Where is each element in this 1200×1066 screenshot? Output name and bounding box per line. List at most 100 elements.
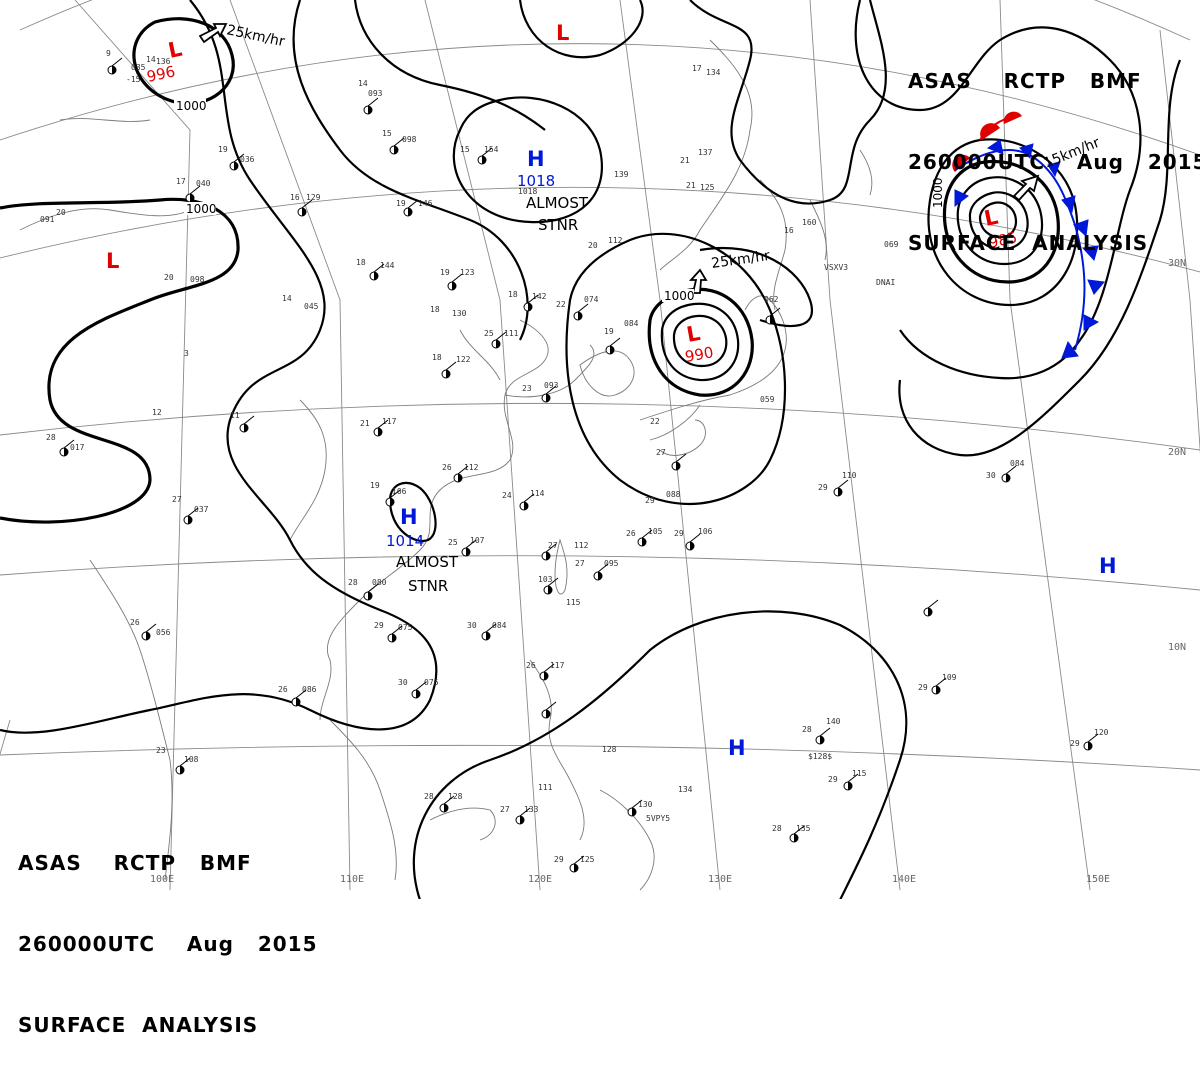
longitude-label: 140E xyxy=(892,874,916,885)
longitude-label: 150E xyxy=(1086,874,1110,885)
station-label: 19 xyxy=(440,268,450,277)
station-label: 146 xyxy=(418,199,433,208)
station-label: 15 xyxy=(382,129,392,138)
wind-barb xyxy=(391,625,403,635)
warm-front xyxy=(952,111,1022,172)
wind-barb xyxy=(597,563,609,573)
station-label: 14 xyxy=(146,55,156,64)
station-label: 114 xyxy=(530,489,545,498)
station-label: 086 xyxy=(302,685,317,694)
wind-barb xyxy=(465,539,477,549)
station-cloud-cover xyxy=(368,106,372,114)
station-label: 125 xyxy=(580,855,595,864)
station-label: 123 xyxy=(460,268,475,277)
isobar-labels: 1000 1000 1000 1000 xyxy=(174,99,945,303)
station-cloud-cover xyxy=(928,608,932,616)
station-cloud-cover xyxy=(416,690,420,698)
station-label: 056 xyxy=(156,628,171,637)
station-label: 112 xyxy=(574,541,589,550)
stationary-note: ALMOST xyxy=(526,194,589,212)
isobar xyxy=(854,0,1142,380)
station-label: 26 xyxy=(526,661,536,670)
warm-front-marker xyxy=(1003,111,1022,124)
station-label: 26 xyxy=(626,529,636,538)
station-cloud-cover xyxy=(408,208,412,216)
cold-front-marker xyxy=(1019,143,1034,160)
station-cloud-cover xyxy=(578,312,582,320)
station-label: 29 xyxy=(645,496,655,505)
station-label: 134 xyxy=(706,68,721,77)
longitude-label: 130E xyxy=(708,874,732,885)
parallel-30n xyxy=(0,186,1200,273)
isobar xyxy=(927,138,1079,307)
wind-barb xyxy=(573,855,585,865)
wind-barb xyxy=(545,701,557,711)
station-cloud-cover xyxy=(180,766,184,774)
station-label: 28 xyxy=(348,578,358,587)
station-label: VSXV3 xyxy=(824,263,848,272)
isobar-label: 1000 xyxy=(176,99,207,113)
wind-barb xyxy=(523,493,535,503)
station-cloud-cover xyxy=(848,782,852,790)
cold-front-marker xyxy=(986,139,1004,155)
meridian-100e xyxy=(74,0,191,891)
station-label: 29 xyxy=(818,483,828,492)
station-cloud-cover xyxy=(676,462,680,470)
station-label: 27 xyxy=(575,559,585,568)
station-cloud-cover xyxy=(544,672,548,680)
wind-barb xyxy=(1005,465,1017,475)
central-pressure-value: 985 xyxy=(987,228,1019,252)
station-label: 115 xyxy=(852,769,867,778)
low-pressure-center: L xyxy=(685,321,702,347)
station-cloud-cover xyxy=(642,538,646,546)
station-cloud-cover xyxy=(394,146,398,154)
wind-barb xyxy=(1087,733,1099,743)
station-cloud-cover xyxy=(610,346,614,354)
station-cloud-cover xyxy=(496,340,500,348)
low-pressure-center: L xyxy=(982,205,1000,231)
isobar xyxy=(689,0,887,205)
wind-barb xyxy=(837,479,849,489)
station-cloud-cover xyxy=(548,586,552,594)
header-top-line3: SURFACE ANALYSIS xyxy=(908,231,1149,255)
station-cloud-cover xyxy=(528,303,532,311)
station-label: 109 xyxy=(942,673,957,682)
wind-barb xyxy=(819,727,831,737)
wind-barb xyxy=(577,303,589,313)
station-label: 18 xyxy=(432,353,442,362)
low-pressure-center: L xyxy=(556,21,569,45)
station-label: 103 xyxy=(538,575,553,584)
longitude-label: 110E xyxy=(340,874,364,885)
station-cloud-cover xyxy=(838,488,842,496)
isobar xyxy=(565,232,787,506)
station-label: 093 xyxy=(544,381,559,390)
station-label: 27 xyxy=(172,495,182,504)
cold-front-marker xyxy=(954,189,969,208)
stationary-note: STNR xyxy=(408,577,448,595)
graticule-labels: 100E 110E 120E 130E 140E 150E 30N 20N 10N xyxy=(150,258,1186,885)
wind-barb xyxy=(189,185,201,195)
station-label: 037 xyxy=(194,505,209,514)
wind-barb xyxy=(481,147,493,157)
station-label: 26 xyxy=(130,618,140,627)
station-label: 128 xyxy=(448,792,463,801)
station-cloud-cover xyxy=(794,834,798,842)
wind-barb xyxy=(415,681,427,691)
high-pressure-center: H xyxy=(400,505,418,529)
isobar xyxy=(353,0,546,131)
station-label: 098 xyxy=(402,135,417,144)
meridian-160e xyxy=(1159,29,1200,455)
station-label: 26 xyxy=(278,685,288,694)
wind-barb xyxy=(63,439,75,449)
station-label: 29 xyxy=(828,775,838,784)
station-label: 21 xyxy=(686,181,696,190)
station-cloud-cover xyxy=(936,686,940,694)
wind-barb xyxy=(545,385,557,395)
station-label: 115 xyxy=(566,598,581,607)
wind-barb xyxy=(927,599,939,609)
wind-barb xyxy=(367,583,379,593)
isobar-label: 1000 xyxy=(664,289,695,303)
station-label: 154 xyxy=(484,145,499,154)
header-bottom-line1: ASAS RCTP BMF xyxy=(18,851,252,875)
station-label: 144 xyxy=(380,261,395,270)
